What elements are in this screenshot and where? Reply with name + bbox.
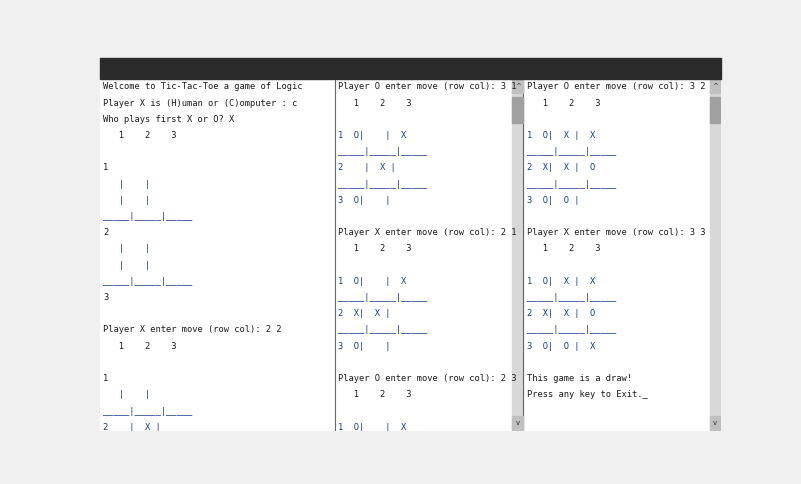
Text: This game is a draw!: This game is a draw! <box>526 374 632 383</box>
Text: _____|_____|_____: _____|_____|_____ <box>338 180 427 189</box>
Text: 3  O|    |: 3 O| | <box>338 342 390 351</box>
Text: 1    2    3: 1 2 3 <box>338 390 412 399</box>
Bar <box>513 78 524 431</box>
Text: Player O enter move (row col): 3 2: Player O enter move (row col): 3 2 <box>526 82 705 91</box>
Text: Player O enter move (row col): 3 1: Player O enter move (row col): 3 1 <box>338 82 517 91</box>
Text: 3: 3 <box>103 293 108 302</box>
Text: _____|_____|_____: _____|_____|_____ <box>103 277 192 286</box>
Text: 1    2    3: 1 2 3 <box>338 244 412 254</box>
Text: 1    2    3: 1 2 3 <box>338 99 412 107</box>
Bar <box>524 78 721 431</box>
Text: _____|_____|_____: _____|_____|_____ <box>338 325 427 334</box>
Bar <box>710 97 721 123</box>
Text: 2    |  X |: 2 | X | <box>338 164 396 172</box>
Text: 1  O|    |  X: 1 O| | X <box>338 131 406 140</box>
Text: Player X is (H)uman or (C)omputer : c: Player X is (H)uman or (C)omputer : c <box>103 99 297 107</box>
Text: _____|_____|_____: _____|_____|_____ <box>526 325 616 334</box>
Text: |    |: | | <box>103 180 151 189</box>
Text: ^: ^ <box>515 83 521 89</box>
Text: Player X enter move (row col): 2 2: Player X enter move (row col): 2 2 <box>103 325 282 334</box>
Bar <box>710 78 721 93</box>
Bar <box>335 78 524 431</box>
Bar <box>710 416 721 431</box>
Bar <box>513 97 524 123</box>
Text: 3  O|  O |: 3 O| O | <box>526 196 579 205</box>
Text: 1  O|    |  X: 1 O| | X <box>338 423 406 432</box>
Text: _____|_____|_____: _____|_____|_____ <box>103 212 192 221</box>
Text: 2: 2 <box>103 228 108 237</box>
Text: 1    2    3: 1 2 3 <box>526 99 600 107</box>
Text: 1    2    3: 1 2 3 <box>103 342 177 351</box>
Text: _____|_____|_____: _____|_____|_____ <box>526 180 616 189</box>
Text: 3  O|  O |  X: 3 O| O | X <box>526 342 595 351</box>
Text: |    |: | | <box>103 260 151 270</box>
Text: 1    2    3: 1 2 3 <box>103 131 177 140</box>
Text: Welcome to Tic-Tac-Toe a game of Logic: Welcome to Tic-Tac-Toe a game of Logic <box>103 82 303 91</box>
Bar <box>513 78 524 93</box>
Text: v: v <box>713 420 718 426</box>
Text: Press any key to Exit._: Press any key to Exit._ <box>526 390 647 399</box>
Text: _____|_____|_____: _____|_____|_____ <box>526 293 616 302</box>
Text: 1: 1 <box>103 374 108 383</box>
Text: v: v <box>516 420 520 426</box>
Text: _____|_____|_____: _____|_____|_____ <box>526 147 616 156</box>
Text: Player X enter move (row col): 3 3: Player X enter move (row col): 3 3 <box>526 228 705 237</box>
Text: |    |: | | <box>103 196 151 205</box>
Text: 2  X|  X |: 2 X| X | <box>338 309 390 318</box>
Text: 1    2    3: 1 2 3 <box>526 244 600 254</box>
Text: |    |: | | <box>103 244 151 254</box>
Text: 3  O|    |: 3 O| | <box>338 196 390 205</box>
Text: Player O enter move (row col): 2 3: Player O enter move (row col): 2 3 <box>338 374 517 383</box>
Bar <box>513 416 524 431</box>
Text: 2  X|  X |  O: 2 X| X | O <box>526 309 595 318</box>
Text: Who plays first X or O? X: Who plays first X or O? X <box>103 115 235 124</box>
Text: 2    |  X |: 2 | X | <box>103 423 161 432</box>
Text: _____|_____|_____: _____|_____|_____ <box>103 407 192 416</box>
Text: 1  O|    |  X: 1 O| | X <box>338 277 406 286</box>
Text: |    |: | | <box>103 390 151 399</box>
Text: ^: ^ <box>712 83 718 89</box>
Text: 2  X|  X |  O: 2 X| X | O <box>526 164 595 172</box>
Text: 1: 1 <box>103 164 108 172</box>
Bar <box>100 78 335 431</box>
Text: Player X enter move (row col): 2 1: Player X enter move (row col): 2 1 <box>338 228 517 237</box>
Text: _____|_____|_____: _____|_____|_____ <box>338 293 427 302</box>
Bar <box>710 78 721 431</box>
Text: 1  O|  X |  X: 1 O| X | X <box>526 277 595 286</box>
Text: _____|_____|_____: _____|_____|_____ <box>338 147 427 156</box>
Bar <box>100 58 721 78</box>
Text: 1  O|  X |  X: 1 O| X | X <box>526 131 595 140</box>
